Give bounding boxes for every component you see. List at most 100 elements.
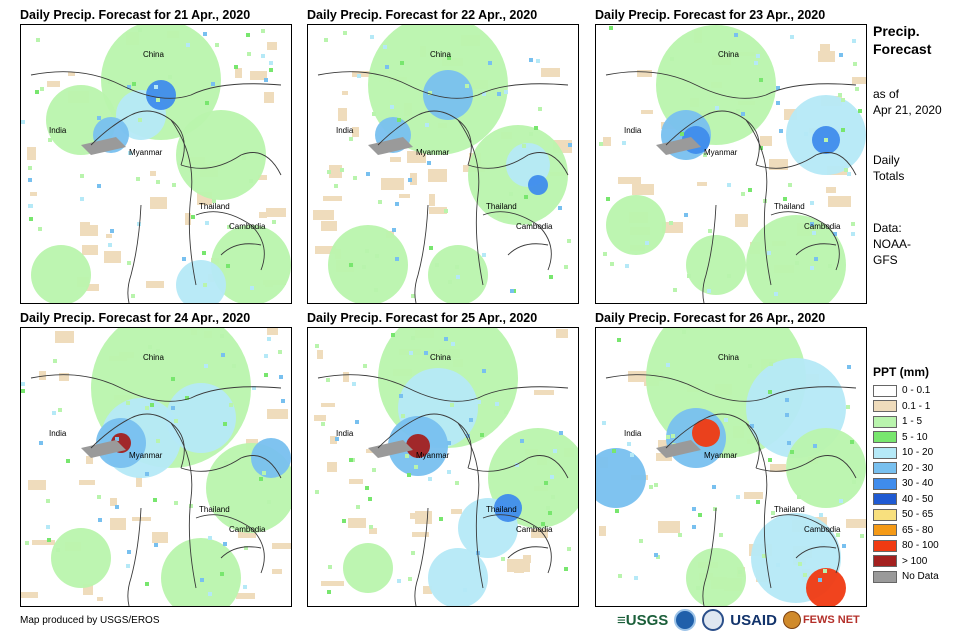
precip-pixel bbox=[98, 518, 102, 522]
dry-area bbox=[152, 532, 168, 543]
dry-area bbox=[366, 449, 373, 453]
precip-pixel bbox=[776, 101, 780, 105]
precip-pixel bbox=[408, 178, 412, 182]
usaid-logo: USAID bbox=[730, 611, 777, 629]
precip-pixel bbox=[385, 65, 389, 69]
precip-pixel bbox=[25, 541, 29, 545]
dry-area bbox=[32, 540, 55, 545]
dry-area bbox=[185, 213, 191, 225]
sidebar-title-line1: Precip. bbox=[873, 23, 920, 39]
dry-area bbox=[407, 151, 426, 163]
precip-map: China India Myanmar Thailand Cambodia bbox=[595, 327, 867, 607]
precip-pixel bbox=[408, 577, 412, 581]
panel-title: Daily Precip. Forecast for 24 Apr., 2020 bbox=[20, 311, 251, 325]
precip-pixel bbox=[670, 57, 674, 61]
country-border bbox=[317, 71, 569, 99]
precip-pixel bbox=[852, 39, 856, 43]
precip-blob bbox=[686, 235, 746, 295]
precip-pixel bbox=[407, 473, 411, 477]
precip-pixel bbox=[810, 201, 814, 205]
precip-map: China India Myanmar Thailand Cambodia bbox=[307, 327, 579, 607]
precip-pixel bbox=[126, 401, 130, 405]
precip-pixel bbox=[264, 354, 268, 358]
coastline bbox=[702, 204, 717, 303]
map-label-cambodia: Cambodia bbox=[516, 222, 553, 231]
dry-area bbox=[330, 436, 337, 444]
map-label-thailand: Thailand bbox=[199, 505, 230, 514]
precip-pixel bbox=[450, 403, 454, 407]
legend-item: No Data bbox=[873, 569, 965, 585]
forecast-panel-apr-24: Daily Precip. Forecast for 24 Apr., 2020… bbox=[20, 309, 292, 607]
precip-pixel bbox=[630, 453, 634, 457]
precip-pixel bbox=[444, 209, 448, 213]
precip-pixel bbox=[495, 402, 499, 406]
precip-pixel bbox=[138, 28, 142, 32]
precip-pixel bbox=[156, 349, 160, 353]
precip-pixel bbox=[844, 168, 848, 172]
dry-area bbox=[390, 157, 401, 162]
precip-pixel bbox=[649, 485, 653, 489]
dry-area bbox=[818, 51, 835, 62]
map-label-china: China bbox=[143, 50, 164, 59]
map-label-myanmar: Myanmar bbox=[416, 451, 450, 460]
dry-area bbox=[150, 171, 156, 176]
country-border bbox=[220, 243, 262, 256]
precip-pixel bbox=[654, 553, 658, 557]
legend-swatch bbox=[873, 400, 897, 413]
precip-pixel bbox=[335, 437, 339, 441]
map-label-myanmar: Myanmar bbox=[129, 148, 163, 157]
precip-pixel bbox=[439, 517, 443, 521]
precip-pixel bbox=[448, 280, 452, 284]
legend-swatch bbox=[873, 555, 897, 568]
precip-pixel bbox=[136, 177, 140, 181]
precip-blob bbox=[606, 195, 666, 255]
map-credit: Map produced by USGS/EROS bbox=[20, 615, 160, 626]
dry-area bbox=[662, 222, 683, 233]
precip-pixel bbox=[202, 251, 206, 255]
precip-pixel bbox=[370, 35, 374, 39]
precip-pixel bbox=[211, 82, 215, 86]
precip-pixel bbox=[368, 497, 372, 501]
precip-pixel bbox=[97, 184, 101, 188]
precip-pixel bbox=[482, 369, 486, 373]
precip-pixel bbox=[813, 444, 817, 448]
dry-area bbox=[264, 92, 274, 103]
precip-pixel bbox=[841, 128, 845, 132]
dry-area bbox=[104, 251, 121, 263]
country-border bbox=[755, 152, 857, 176]
precip-blob bbox=[692, 419, 720, 447]
precip-pixel bbox=[842, 544, 846, 548]
no-data-area bbox=[81, 137, 126, 155]
dry-area bbox=[250, 71, 267, 80]
country-border bbox=[377, 110, 472, 166]
precip-pixel bbox=[610, 262, 614, 266]
precip-pixel bbox=[736, 495, 740, 499]
precip-pixel bbox=[779, 129, 783, 133]
precip-pixel bbox=[759, 78, 763, 82]
map-label-india: India bbox=[624, 429, 642, 438]
precip-blob bbox=[31, 245, 91, 303]
precip-pixel bbox=[839, 53, 843, 57]
precip-pixel bbox=[349, 137, 353, 141]
precip-pixel bbox=[838, 93, 842, 97]
dry-area bbox=[523, 555, 531, 563]
precip-pixel bbox=[395, 202, 399, 206]
map-label-cambodia: Cambodia bbox=[804, 525, 841, 534]
precip-pixel bbox=[390, 105, 394, 109]
precip-pixel bbox=[501, 557, 505, 561]
legend-item: 1 - 5 bbox=[873, 414, 965, 430]
precip-blob bbox=[51, 528, 111, 588]
dry-area bbox=[632, 184, 654, 195]
precip-blob bbox=[146, 80, 176, 110]
dry-area bbox=[423, 586, 432, 594]
country-border bbox=[507, 546, 549, 559]
precip-pixel bbox=[97, 495, 101, 499]
country-border bbox=[30, 374, 282, 402]
dry-area bbox=[97, 597, 103, 601]
precip-pixel bbox=[115, 437, 119, 441]
dry-area bbox=[80, 225, 98, 236]
precip-pixel bbox=[326, 378, 330, 382]
country-border bbox=[605, 374, 857, 402]
precip-pixel bbox=[776, 563, 780, 567]
noaa-logo bbox=[674, 609, 697, 631]
